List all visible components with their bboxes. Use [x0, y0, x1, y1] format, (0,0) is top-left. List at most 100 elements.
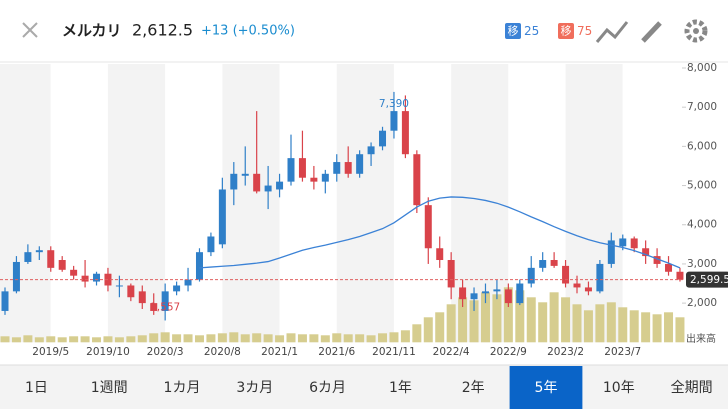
candle-body: [333, 162, 341, 174]
y-tick-label: 2,000: [687, 297, 717, 309]
candle-body: [115, 285, 123, 287]
volume-bar: [366, 335, 376, 343]
trend-icon[interactable]: [595, 21, 629, 43]
y-tick-label: 4,000: [687, 219, 717, 231]
tab-bar: [0, 365, 728, 409]
range-tab-label[interactable]: 1カ月: [164, 380, 201, 396]
volume-bar: [652, 314, 662, 343]
volume-bar: [309, 334, 319, 343]
candle-body: [287, 158, 295, 182]
volume-bar: [572, 304, 582, 343]
volume-bar: [229, 332, 239, 343]
volume-bar: [446, 304, 456, 343]
candle-body: [481, 291, 489, 294]
volume-bar: [34, 337, 44, 343]
volume-bar: [549, 292, 559, 343]
ma-period: 75: [577, 24, 592, 38]
low-label: 1,557: [150, 301, 180, 313]
close-button[interactable]: [22, 22, 38, 38]
candle-body: [81, 275, 89, 282]
range-tab-label[interactable]: 1日: [25, 380, 48, 396]
candle-body: [161, 291, 169, 311]
candle-body: [527, 267, 535, 284]
period-band: [336, 64, 394, 343]
volume-bar: [57, 337, 67, 343]
candle-body: [470, 293, 478, 300]
period-band: [393, 64, 452, 343]
candle-body: [184, 279, 192, 286]
volume-bar: [46, 336, 56, 343]
range-tab-label[interactable]: 1年: [389, 380, 412, 396]
ma-period: 25: [524, 24, 539, 38]
x-tick-label: 2022/4: [433, 346, 470, 358]
candle-body: [93, 273, 101, 282]
volume-bar: [320, 335, 330, 343]
range-tab-label[interactable]: 1週間: [91, 380, 128, 396]
candle-body: [436, 248, 444, 261]
x-tick-label: 2021/6: [318, 346, 355, 358]
range-tab-label[interactable]: 2年: [462, 380, 485, 396]
volume-bar: [80, 336, 90, 343]
range-tab-label[interactable]: 5年: [535, 380, 558, 396]
x-tick-label: 2021/11: [372, 346, 416, 358]
range-tab[interactable]: [509, 366, 583, 409]
candle-body: [24, 252, 32, 262]
candle-body: [504, 289, 512, 304]
volume-bar: [11, 337, 21, 343]
candle-body: [539, 260, 547, 268]
price-change: +13 (+0.50%): [201, 24, 295, 39]
volume-bar: [240, 334, 250, 343]
candle-body: [298, 158, 306, 178]
stock-price: 2,612.5: [132, 21, 193, 40]
volume-bar: [332, 333, 342, 343]
candle-body: [607, 240, 615, 264]
candle-body: [70, 269, 78, 276]
x-tick-label: 2023/7: [604, 346, 641, 358]
candle-body: [619, 238, 627, 247]
range-tab-label[interactable]: 10年: [603, 380, 635, 396]
candle-body: [344, 162, 352, 174]
candle-body: [138, 291, 146, 304]
candle-body: [550, 260, 558, 266]
range-tab-label[interactable]: 6カ月: [309, 380, 346, 396]
candle-body: [379, 130, 387, 147]
settings-icon[interactable]: [684, 19, 708, 43]
candle-body: [424, 205, 432, 249]
candle-body: [1, 291, 9, 311]
candle-body: [642, 248, 650, 257]
period-band: [279, 64, 337, 343]
candle-body: [35, 250, 43, 253]
volume-bar: [137, 335, 147, 343]
volume-bar: [469, 300, 479, 343]
y-tick-label: 5,000: [687, 180, 717, 192]
volume-bar: [183, 334, 193, 343]
range-tab-label[interactable]: 全期間: [671, 379, 713, 396]
x-tick-label: 2021/1: [261, 346, 298, 358]
candle-body: [356, 154, 364, 174]
volume-bar: [0, 336, 10, 343]
volume-bar: [114, 337, 124, 343]
candle-body: [665, 263, 673, 272]
period-band: [50, 64, 108, 343]
volume-bar: [172, 334, 182, 343]
candle-body: [459, 287, 467, 300]
volume-bar: [561, 297, 571, 343]
candle-body: [493, 289, 501, 292]
ma-badge: [558, 23, 574, 39]
volume-bar: [217, 333, 227, 343]
volume-bar: [343, 334, 353, 343]
high-label: 7,390: [379, 98, 409, 110]
range-tab-label[interactable]: 3カ月: [236, 380, 273, 396]
y-tick-label: 6,000: [687, 140, 717, 152]
volume-bar: [664, 312, 674, 343]
volume-bar: [69, 336, 79, 343]
candle-body: [321, 173, 329, 182]
volume-bar: [400, 330, 410, 343]
volume-bar: [355, 334, 365, 343]
candle-body: [401, 111, 409, 155]
volume-bar: [92, 337, 102, 343]
volume-bar: [286, 333, 296, 343]
period-band: [622, 64, 682, 343]
edit-icon[interactable]: [641, 21, 662, 43]
